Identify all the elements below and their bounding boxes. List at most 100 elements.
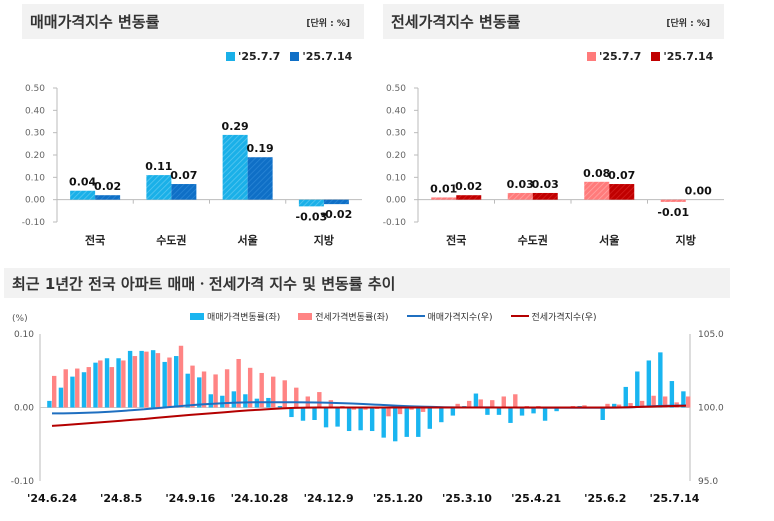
trend-legend: 매매가격변동률(좌) 전세가격변동률(좌) 매매가격지수(우) 전세가격지수(우… [190, 310, 597, 323]
bar [220, 395, 225, 408]
data-label: 0.04 [69, 176, 96, 189]
bar [416, 407, 421, 437]
bar [58, 387, 64, 408]
bar [455, 403, 460, 408]
bar [213, 374, 218, 408]
sale-chart-header: 매매가격지수 변동률 [단위 : %] [22, 4, 364, 39]
sale-chart-unit: [단위 : %] [306, 19, 350, 29]
y-tick-label: -0.10 [383, 218, 407, 228]
bar [363, 407, 368, 410]
bar [616, 404, 622, 408]
bar [146, 175, 172, 200]
bar [231, 391, 237, 408]
data-label: 0.00 [685, 185, 712, 198]
bar [144, 351, 149, 408]
category-label: 지방 [676, 233, 696, 247]
bar [381, 407, 386, 438]
legend-item: '25.7.14 [651, 50, 713, 63]
bar [289, 407, 294, 418]
bar [317, 392, 322, 408]
bar [323, 199, 349, 205]
bar [70, 190, 96, 200]
data-label: 0.07 [608, 169, 635, 182]
data-label: -0.01 [657, 206, 689, 219]
y2-tick-label: 95.0 [698, 477, 718, 487]
bar [584, 181, 610, 200]
y-tick-label: 0.40 [386, 106, 406, 116]
y-tick-label: 0.20 [386, 151, 406, 161]
x-tick-label: '25.1.20 [373, 492, 423, 505]
y-tick-label: 0.00 [25, 196, 45, 206]
bar [439, 407, 444, 423]
legend-item: '25.7.7 [587, 50, 641, 63]
x-tick-label: '24.8.5 [100, 492, 142, 505]
bar [508, 407, 513, 423]
bar [271, 376, 276, 408]
y-tick-label: 0.30 [25, 129, 45, 139]
bar [466, 400, 472, 408]
bar [496, 407, 502, 415]
legend-swatch [651, 52, 661, 61]
legend-swatch [290, 52, 300, 61]
bar [121, 360, 126, 408]
bar [174, 356, 179, 408]
trend-chart-header: 최근 1년간 전국 아파트 매매ㆍ전세가격 지수 및 변동률 추이 [4, 268, 730, 298]
bar [190, 365, 195, 408]
bar [485, 407, 490, 415]
bar [197, 377, 202, 408]
category-label: 전국 [85, 233, 105, 247]
bar [155, 353, 161, 408]
bar [300, 407, 306, 421]
bar [651, 395, 656, 408]
jeonse-chart-unit: [단위 : %] [666, 19, 710, 29]
bar [127, 350, 133, 408]
bar [519, 407, 525, 416]
data-label: 0.03 [507, 178, 534, 191]
bar [93, 362, 98, 408]
data-label: 0.02 [455, 180, 482, 193]
x-tick-label: '24.12.9 [304, 492, 354, 505]
bar [612, 403, 617, 408]
bar [369, 407, 375, 432]
category-label: 서울 [599, 233, 619, 247]
bar [201, 371, 207, 408]
bar [554, 407, 559, 412]
bar [386, 407, 391, 417]
bar [531, 407, 536, 414]
legend-line [406, 315, 425, 317]
category-label: 수도권 [156, 234, 186, 247]
bar [409, 407, 414, 410]
bar [397, 407, 403, 415]
sale-chart-title: 매매가격지수 변동률 [30, 13, 160, 31]
jeonse-legend: '25.7.7 '25.7.14 [587, 50, 713, 63]
bar [393, 407, 398, 442]
legend-line [510, 315, 529, 317]
bar [109, 367, 115, 408]
bar [686, 396, 691, 408]
y-tick-label: 0.10 [14, 330, 34, 340]
y-tick-label: -0.10 [22, 218, 46, 228]
sale-legend: '25.7.7 '25.7.14 [226, 50, 352, 63]
bar [473, 393, 479, 408]
bar [542, 407, 548, 421]
bar [139, 350, 144, 408]
data-label: 0.03 [532, 178, 559, 191]
bar [63, 369, 68, 408]
bar [404, 407, 409, 437]
bar [247, 157, 273, 200]
bar [47, 400, 52, 408]
bar [623, 386, 628, 408]
bar [658, 352, 663, 408]
bar [70, 376, 75, 408]
legend-item: 전세가격변동률(좌) [298, 310, 389, 323]
y2-tick-label: 100.0 [698, 404, 724, 414]
y-tick-label: 0.00 [14, 404, 34, 414]
bar [431, 197, 457, 200]
bar [456, 195, 482, 200]
y-tick-label: 0.10 [386, 173, 406, 183]
legend-item: 매매가격변동률(좌) [190, 310, 280, 323]
category-label: 전국 [446, 233, 466, 247]
y-tick-label: 0.50 [386, 84, 406, 94]
bar [98, 360, 103, 408]
